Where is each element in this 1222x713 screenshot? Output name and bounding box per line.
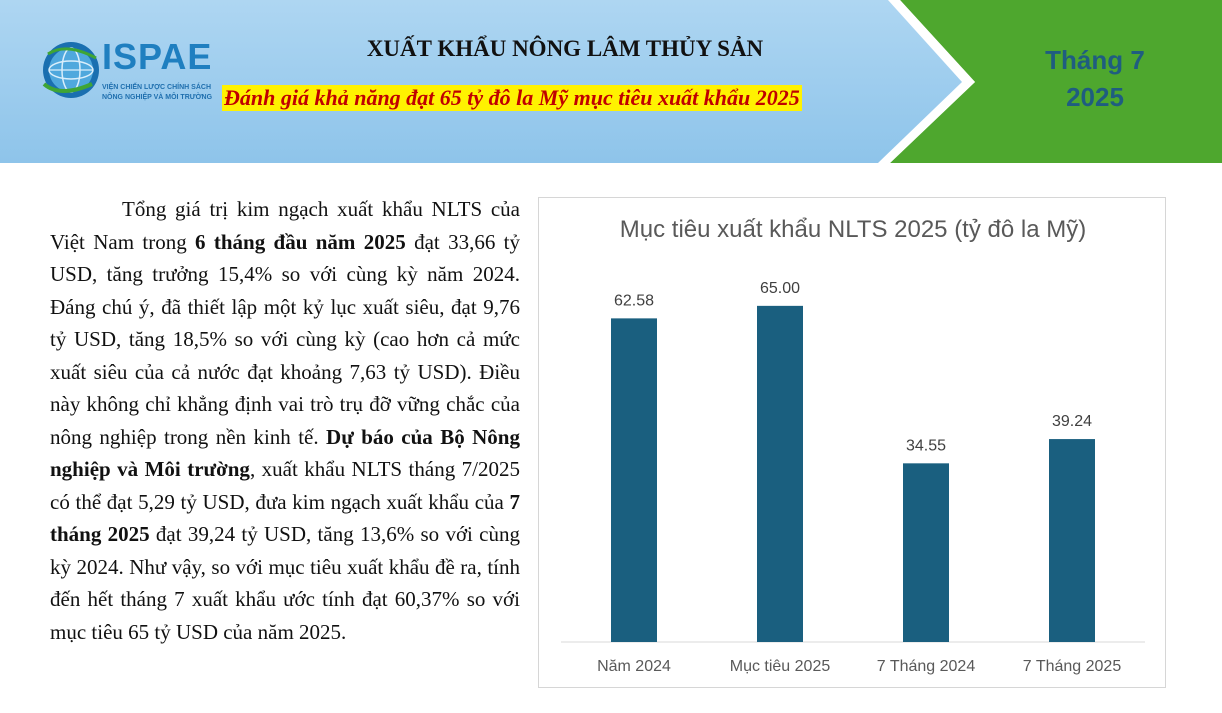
logo-subtitle-2: NÔNG NGHIỆP VÀ MÔI TRƯỜNG <box>102 94 213 101</box>
data-label: 62.58 <box>614 292 654 309</box>
article-bold-3: 7 tháng 2025 <box>50 489 520 547</box>
bar <box>1049 439 1095 642</box>
globe-icon <box>42 42 99 98</box>
chart-plot: 62.58 Năm 2024 65.00 Mục tiêu 2025 34.55 7 Th… <box>561 280 1145 675</box>
chart-title: Mục tiêu xuất khẩu NLTS 2025 (tỷ đô la M… <box>619 216 1087 243</box>
green-band <box>890 0 1222 163</box>
data-label: 39.24 <box>1052 413 1092 430</box>
article-text-3: , xuất khẩu NLTS tháng 7/2025 có thể đạt… <box>50 457 520 514</box>
report-title: XUẤT KHẨU NÔNG LÂM THỦY SẢN <box>366 36 764 61</box>
article-paragraph: Tổng giá trị kim ngạch xuất khẩu NLTS củ… <box>50 193 520 648</box>
article-bold-1: 6 tháng đầu năm 2025 <box>195 229 406 254</box>
logo-name: ISPAE <box>102 36 213 77</box>
category-label: Năm 2024 <box>597 658 671 675</box>
report-subtitle: Đánh giá khả năng đạt 65 tỷ đô la Mỹ mục… <box>222 85 802 111</box>
article-text-4: đạt 39,24 tỷ USD, tăng 13,6% so với cùng… <box>50 522 520 644</box>
ispae-logo: ISPAE VIỆN CHIẾN LƯỢC CHÍNH SÁCH NÔNG NG… <box>40 24 212 116</box>
header-banner: ISPAE VIỆN CHIẾN LƯỢC CHÍNH SÁCH NÔNG NG… <box>0 0 1222 166</box>
article-bold-2: Dự báo của Bộ Nông nghiệp và Môi trường <box>50 424 520 482</box>
data-label: 34.55 <box>906 437 946 454</box>
bar <box>903 463 949 642</box>
category-label: 7 Tháng 2025 <box>1023 658 1122 675</box>
blue-band <box>0 0 962 163</box>
report-period: Tháng 7 2025 <box>1010 42 1180 116</box>
white-chevron <box>878 0 975 163</box>
report-year: 2025 <box>1066 82 1124 112</box>
article-text-1: Tổng giá trị kim ngạch xuất khẩu NLTS củ… <box>50 197 520 254</box>
bar <box>611 318 657 642</box>
data-label: 65.00 <box>760 280 800 297</box>
category-label: Mục tiêu 2025 <box>730 658 831 675</box>
report-month: Tháng 7 <box>1045 45 1145 75</box>
banner-background <box>0 0 1222 166</box>
category-label: 7 Tháng 2024 <box>877 658 976 675</box>
logo-subtitle-1: VIỆN CHIẾN LƯỢC CHÍNH SÁCH <box>102 84 212 91</box>
export-target-chart: Mục tiêu xuất khẩu NLTS 2025 (tỷ đô la M… <box>538 197 1166 688</box>
article-body: Tổng giá trị kim ngạch xuất khẩu NLTS củ… <box>50 193 520 648</box>
bar <box>757 305 803 642</box>
article-text-2: đạt 33,66 tỷ USD, tăng trưởng 15,4% so v… <box>50 229 520 449</box>
